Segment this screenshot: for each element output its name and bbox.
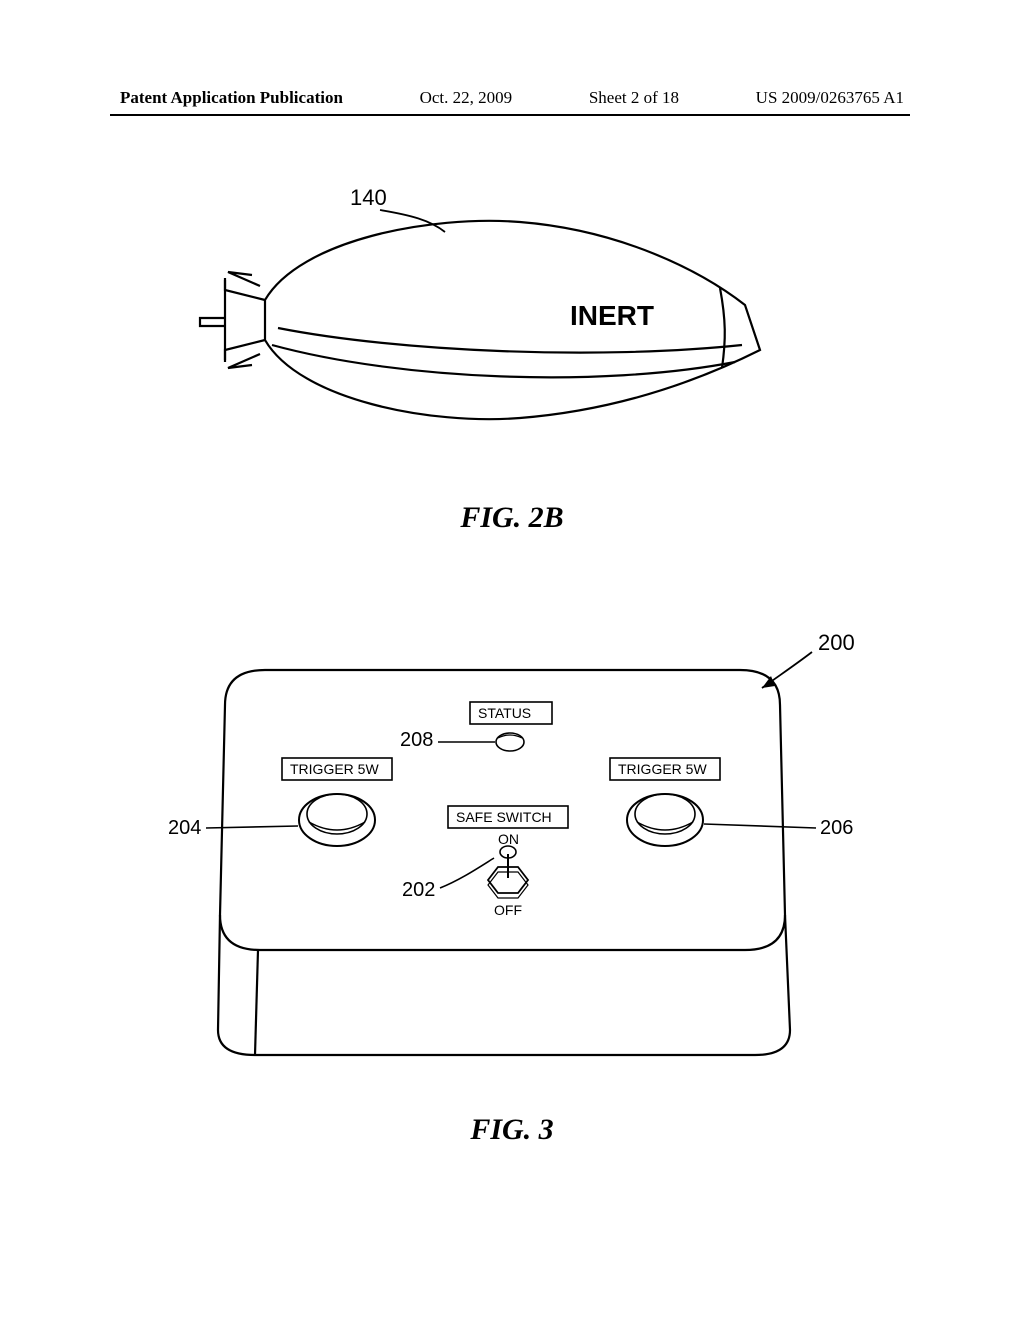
ref-206: 206 (704, 817, 853, 839)
svg-text:TRIGGER 5W: TRIGGER 5W (290, 761, 379, 777)
trigger-right-group: TRIGGER 5W (610, 758, 720, 846)
figure-3: STATUS TRIGGER 5W TRIGGER 5W SAFE SWITCH… (0, 610, 1024, 1170)
svg-text:STATUS: STATUS (478, 705, 531, 721)
inert-marking: INERT (570, 300, 654, 331)
status-group: STATUS (470, 702, 552, 751)
ref-200: 200 (762, 630, 855, 688)
fig3-svg: STATUS TRIGGER 5W TRIGGER 5W SAFE SWITCH… (0, 610, 1024, 1100)
projectile-body (200, 221, 760, 419)
header-sheet: Sheet 2 of 18 (589, 88, 679, 108)
status-led (496, 733, 524, 751)
safe-switch-group: SAFE SWITCH ON OFF (448, 806, 568, 918)
header-rule (110, 114, 910, 116)
svg-text:208: 208 (400, 729, 433, 751)
page-header: Patent Application Publication Oct. 22, … (0, 88, 1024, 108)
svg-text:202: 202 (402, 879, 435, 901)
svg-text:200: 200 (818, 630, 855, 655)
fig2b-caption: FIG. 2B (0, 501, 1024, 535)
header-date: Oct. 22, 2009 (420, 88, 513, 108)
svg-text:140: 140 (350, 185, 387, 210)
svg-text:TRIGGER 5W: TRIGGER 5W (618, 761, 707, 777)
ref-208: 208 (400, 729, 495, 751)
svg-text:SAFE SWITCH: SAFE SWITCH (456, 809, 552, 825)
ref-202: 202 (402, 858, 494, 901)
svg-text:204: 204 (168, 817, 201, 839)
figure-2b: INERT 140 FIG. 2B (0, 180, 1024, 550)
svg-text:206: 206 (820, 817, 853, 839)
box-corner-left (255, 950, 258, 1055)
box-front-face (218, 915, 790, 1055)
fig2b-svg: INERT 140 (0, 180, 1024, 490)
trigger-left-group: TRIGGER 5W (282, 758, 392, 846)
header-pubno: US 2009/0263765 A1 (756, 88, 904, 108)
svg-text:ON: ON (498, 831, 519, 847)
ref-204: 204 (168, 817, 298, 839)
header-publication-type: Patent Application Publication (120, 88, 343, 108)
svg-text:OFF: OFF (494, 902, 522, 918)
fig3-caption: FIG. 3 (0, 1113, 1024, 1147)
